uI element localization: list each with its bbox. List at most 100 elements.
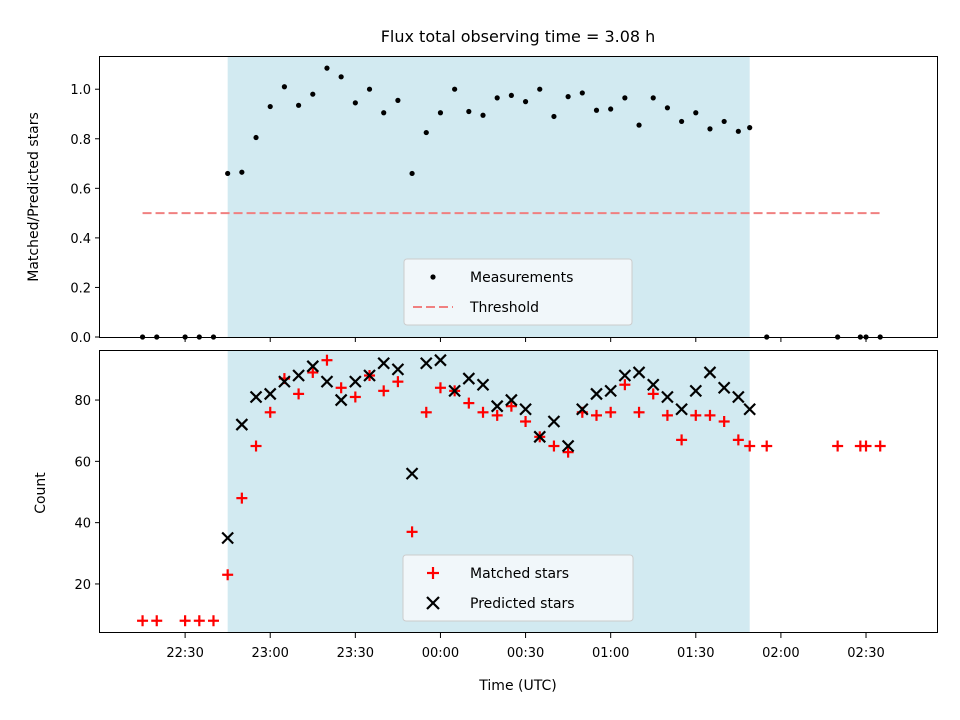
data-point-measurements bbox=[381, 110, 387, 116]
data-point-matched-stars bbox=[690, 409, 702, 421]
data-point-predicted-stars bbox=[689, 384, 703, 398]
legend-marker-matched bbox=[427, 567, 439, 579]
data-point-matched-stars bbox=[151, 615, 163, 627]
data-point-matched-stars bbox=[293, 388, 305, 400]
data-point-measurements bbox=[352, 100, 358, 106]
data-point-matched-stars bbox=[647, 388, 659, 400]
data-point-matched-stars bbox=[264, 406, 276, 418]
data-point-matched-stars bbox=[732, 434, 744, 446]
data-point-predicted-stars bbox=[221, 531, 234, 545]
data-point-predicted-stars bbox=[490, 399, 504, 413]
data-point-matched-stars bbox=[590, 409, 602, 421]
cross-b bbox=[661, 390, 674, 404]
data-point-predicted-stars bbox=[419, 356, 433, 370]
plot-frame-bottom bbox=[99, 350, 938, 633]
cross-b bbox=[646, 378, 660, 391]
y-tick-label: 0.2 bbox=[70, 281, 91, 296]
data-point-measurements bbox=[494, 95, 500, 101]
x-tick-label: 23:00 bbox=[251, 646, 288, 661]
data-point-matched-stars bbox=[505, 400, 517, 412]
data-point-predicted-stars bbox=[434, 353, 447, 367]
data-point-predicted-stars bbox=[391, 363, 405, 376]
data-point-matched-stars bbox=[193, 615, 205, 627]
cross-b bbox=[349, 375, 362, 388]
data-point-measurements bbox=[366, 86, 373, 92]
cross-b bbox=[434, 353, 447, 367]
plot-frame-top bbox=[99, 56, 938, 338]
data-point-matched-stars bbox=[222, 569, 234, 581]
data-point-measurements bbox=[721, 118, 727, 125]
data-point-matched-stars bbox=[420, 406, 432, 418]
data-point-matched-stars bbox=[137, 615, 149, 627]
data-point-matched-stars bbox=[349, 391, 361, 403]
cross-b bbox=[547, 415, 561, 428]
cross-b bbox=[675, 402, 688, 416]
data-point-predicted-stars bbox=[533, 430, 547, 444]
y-axis-label-bottom: Count bbox=[33, 472, 49, 514]
cross-b bbox=[334, 393, 348, 407]
data-point-measurements bbox=[395, 97, 401, 103]
data-point-predicted-stars bbox=[363, 369, 376, 382]
data-point-predicted-stars bbox=[320, 375, 334, 388]
data-point-matched-stars bbox=[179, 615, 191, 627]
data-point-matched-stars bbox=[250, 440, 262, 452]
cross-b bbox=[505, 393, 518, 407]
x-tick-label: 01:30 bbox=[677, 646, 714, 661]
y-tick-label: 20 bbox=[74, 578, 91, 593]
data-point-matched-stars bbox=[860, 440, 872, 452]
data-point-matched-stars bbox=[633, 406, 645, 418]
legend-label-threshold: Threshold bbox=[469, 300, 539, 316]
x-tick-label: 23:30 bbox=[337, 646, 374, 661]
data-point-measurements bbox=[281, 84, 288, 90]
data-point-predicted-stars bbox=[263, 387, 277, 401]
data-point-predicted-stars bbox=[235, 418, 249, 431]
data-point-matched-stars bbox=[619, 379, 631, 391]
cross-b bbox=[689, 384, 703, 398]
data-point-matched-stars bbox=[761, 440, 773, 452]
data-point-measurements bbox=[466, 108, 472, 115]
data-point-measurements bbox=[423, 129, 429, 136]
chart-title: Flux total observing time = 3.08 h bbox=[381, 27, 656, 46]
cross-b bbox=[448, 384, 461, 398]
x-tick-label: 01:00 bbox=[592, 646, 629, 661]
x-tick-label: 00:30 bbox=[507, 646, 544, 661]
cross-b bbox=[263, 387, 277, 401]
y-tick-label: 0.8 bbox=[70, 133, 91, 148]
data-point-measurements bbox=[480, 112, 486, 118]
data-point-matched-stars bbox=[548, 440, 560, 452]
legend-label-measurements: Measurements bbox=[470, 270, 573, 286]
data-point-measurements bbox=[267, 103, 273, 110]
cross-b bbox=[462, 372, 476, 385]
legend-box-top bbox=[403, 258, 633, 326]
data-point-predicted-stars bbox=[561, 439, 575, 453]
data-point-predicted-stars bbox=[405, 467, 419, 480]
cross-b bbox=[235, 418, 249, 431]
x-tick-label: 02:00 bbox=[762, 646, 799, 661]
data-point-measurements bbox=[693, 110, 699, 116]
data-point-matched-stars bbox=[307, 366, 319, 378]
data-point-measurements bbox=[565, 94, 571, 100]
data-point-predicted-stars bbox=[732, 390, 745, 404]
cross-b bbox=[391, 363, 405, 376]
data-point-matched-stars bbox=[832, 440, 844, 452]
data-point-measurements bbox=[437, 110, 444, 116]
data-point-measurements bbox=[608, 106, 614, 112]
cross-b bbox=[306, 360, 320, 373]
data-point-matched-stars bbox=[718, 416, 730, 427]
legend-box-bottom bbox=[402, 554, 634, 622]
cross-b bbox=[377, 356, 390, 370]
cross-b bbox=[561, 439, 575, 453]
data-point-matched-stars bbox=[236, 492, 248, 504]
cross-b bbox=[320, 375, 334, 388]
cross-b bbox=[490, 399, 504, 413]
data-point-measurements bbox=[650, 95, 656, 101]
data-point-predicted-stars bbox=[618, 369, 632, 382]
data-point-matched-stars bbox=[520, 416, 532, 427]
legend-marker-measurements bbox=[430, 274, 436, 280]
data-point-predicted-stars bbox=[292, 369, 305, 382]
data-point-predicted-stars bbox=[675, 402, 688, 416]
cross-b bbox=[278, 375, 291, 388]
data-point-matched-stars bbox=[335, 382, 347, 394]
y-tick-label: 60 bbox=[74, 455, 91, 470]
data-point-measurements bbox=[508, 92, 514, 99]
